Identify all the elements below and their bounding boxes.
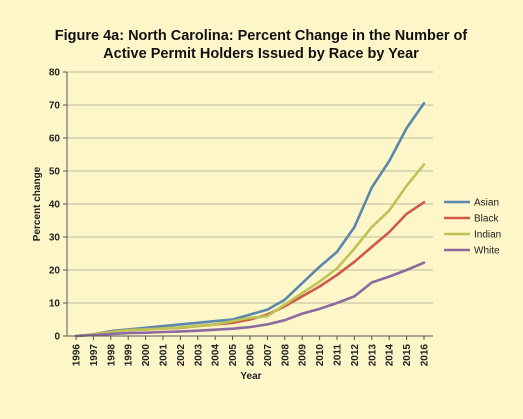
x-tick-label-1998: 1998 xyxy=(106,344,117,367)
x-tick-label-1999: 1999 xyxy=(124,344,135,367)
y-tick-label-70: 70 xyxy=(49,101,61,112)
chart-title-line-1: Figure 4a: North Carolina: Percent Chang… xyxy=(55,28,468,44)
legend-label-white: White xyxy=(474,246,500,257)
y-tick-label-60: 60 xyxy=(49,134,61,145)
legend-label-asian: Asian xyxy=(474,198,499,209)
x-tick-label-2013: 2013 xyxy=(367,344,378,367)
series-line-white xyxy=(74,261,426,338)
x-tick-label-1996: 1996 xyxy=(72,344,83,367)
x-tick-label-2006: 2006 xyxy=(246,344,257,367)
x-tick-label-2015: 2015 xyxy=(402,344,413,367)
x-tick-label-2007: 2007 xyxy=(263,344,274,367)
y-tick-label-10: 10 xyxy=(49,299,61,310)
x-tick-label-2003: 2003 xyxy=(193,344,204,367)
x-tick-label-2000: 2000 xyxy=(141,344,152,367)
legend-label-black: Black xyxy=(474,214,499,225)
x-tick-label-2001: 2001 xyxy=(159,344,170,367)
x-tick-label-2011: 2011 xyxy=(333,344,344,366)
x-tick-label-2012: 2012 xyxy=(350,344,361,367)
y-axis-ticks: 0 10 20 30 40 50 60 70 80 xyxy=(49,68,67,343)
y-tick-label-50: 50 xyxy=(49,167,61,178)
series-lines xyxy=(74,102,426,338)
x-tick-label-2016: 2016 xyxy=(420,344,431,367)
y-tick-label-0: 0 xyxy=(54,332,60,343)
x-tick-label-2008: 2008 xyxy=(280,344,291,367)
x-tick-label-2010: 2010 xyxy=(315,344,326,367)
x-tick-label-2014: 2014 xyxy=(385,344,396,367)
legend: Asian Black Indian White xyxy=(444,198,501,257)
x-tick-label-2005: 2005 xyxy=(228,344,239,367)
y-tick-label-20: 20 xyxy=(49,266,61,277)
series-line-indian xyxy=(74,163,426,338)
x-tick-label-2009: 2009 xyxy=(298,344,309,367)
legend-label-indian: Indian xyxy=(474,230,501,241)
x-axis-label: Year xyxy=(240,371,261,382)
x-tick-label-2002: 2002 xyxy=(176,344,187,367)
x-tick-label-1997: 1997 xyxy=(89,344,100,367)
y-tick-label-30: 30 xyxy=(49,233,61,244)
chart-title-line-2: Active Permit Holders Issued by Race by … xyxy=(103,46,419,62)
y-tick-label-40: 40 xyxy=(49,200,61,211)
gridlines xyxy=(67,71,433,304)
x-tick-label-2004: 2004 xyxy=(211,344,222,367)
y-axis-label: Percent change xyxy=(32,166,43,241)
x-axis-ticks: 1996 1997 1998 1999 2000 2001 2002 2003 2004 2005… xyxy=(72,336,431,366)
y-tick-label-80: 80 xyxy=(49,68,61,79)
